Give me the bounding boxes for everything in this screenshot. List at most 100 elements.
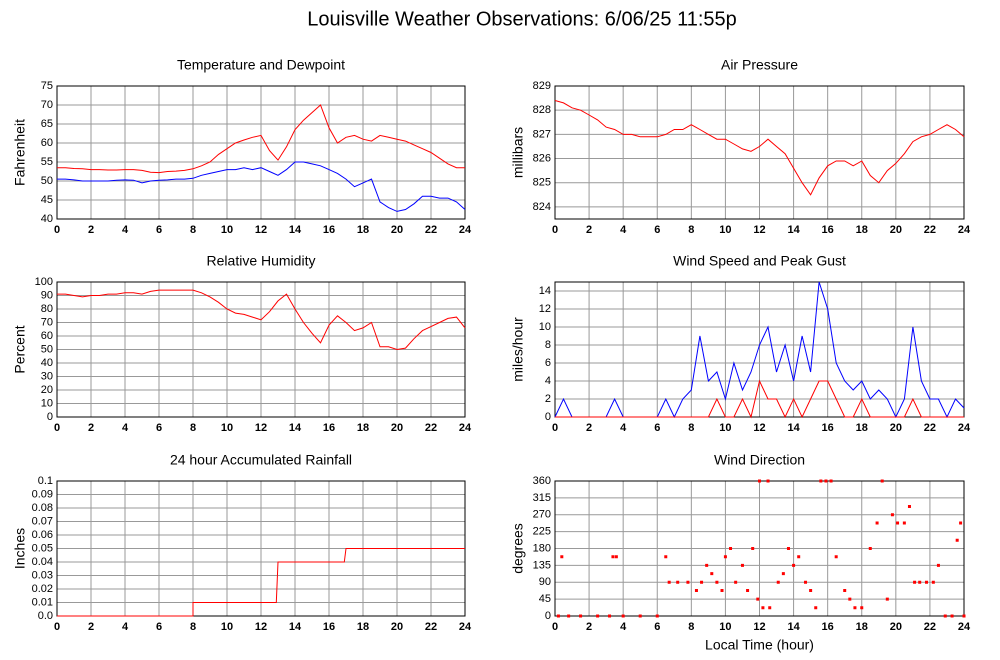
data-point xyxy=(768,606,772,610)
chart-title: Wind Speed and Peak Gust xyxy=(673,253,846,269)
data-point xyxy=(896,521,900,525)
y-tick-label: 0 xyxy=(545,411,551,423)
x-tick-label: 8 xyxy=(190,224,196,236)
data-point xyxy=(819,479,823,483)
x-tick-label: 10 xyxy=(719,224,731,236)
x-tick-label: 24 xyxy=(459,422,472,434)
data-point xyxy=(804,580,808,584)
y-tick-label: 0.03 xyxy=(32,569,53,581)
data-point xyxy=(761,606,765,610)
y-axis-label: millibars xyxy=(510,127,526,178)
data-line xyxy=(57,289,466,351)
data-point xyxy=(962,614,966,618)
y-tick-label: 55 xyxy=(41,156,53,168)
x-tick-label: 18 xyxy=(856,621,868,633)
y-tick-label: 2 xyxy=(545,393,551,405)
y-tick-label: 827 xyxy=(533,128,551,140)
data-point xyxy=(907,505,911,508)
data-point xyxy=(638,614,642,618)
x-tick-label: 10 xyxy=(221,621,233,633)
y-tick-label: 0.04 xyxy=(32,556,53,568)
x-tick-label: 24 xyxy=(958,422,971,434)
x-tick-label: 8 xyxy=(190,621,196,633)
chart-title: 24 hour Accumulated Rainfall xyxy=(170,452,352,468)
x-tick-label: 4 xyxy=(122,224,129,236)
y-axis-label: Inches xyxy=(12,528,28,569)
y-tick-label: 4 xyxy=(545,375,551,387)
y-tick-label: 270 xyxy=(533,509,551,521)
data-point xyxy=(848,597,852,601)
x-tick-label: 16 xyxy=(822,621,834,633)
data-point xyxy=(860,606,864,610)
data-point xyxy=(686,580,690,584)
y-tick-label: 180 xyxy=(533,542,551,554)
x-tick-label: 8 xyxy=(688,224,694,236)
data-point xyxy=(776,580,780,584)
y-tick-label: 0.08 xyxy=(32,502,53,514)
data-point xyxy=(766,479,770,483)
x-tick-label: 14 xyxy=(787,224,800,236)
y-tick-label: 30 xyxy=(41,370,53,382)
x-tick-label: 2 xyxy=(586,224,592,236)
data-point xyxy=(943,614,947,618)
data-point xyxy=(710,572,714,576)
y-tick-label: 0.05 xyxy=(32,542,53,554)
y-axis-label: degrees xyxy=(510,523,526,574)
x-tick-label: 0 xyxy=(552,621,558,633)
data-point xyxy=(786,547,790,550)
y-tick-label: 0.1 xyxy=(38,475,53,487)
y-tick-label: 45 xyxy=(41,194,53,206)
y-tick-label: 80 xyxy=(41,303,53,315)
data-point xyxy=(756,597,760,601)
x-tick-label: 12 xyxy=(255,224,267,236)
data-point xyxy=(611,555,615,559)
data-point xyxy=(694,589,698,592)
data-point xyxy=(797,555,801,559)
x-tick-label: 2 xyxy=(88,621,94,633)
y-tick-label: 0 xyxy=(545,610,551,622)
x-tick-label: 4 xyxy=(620,422,627,434)
y-tick-label: 0.02 xyxy=(32,583,53,595)
data-point xyxy=(676,580,680,584)
data-point xyxy=(902,521,906,525)
x-tick-label: 18 xyxy=(357,621,369,633)
data-point xyxy=(746,589,750,592)
x-tick-label: 16 xyxy=(323,422,335,434)
x-tick-label: 10 xyxy=(221,422,233,434)
y-tick-label: 315 xyxy=(533,492,551,504)
x-tick-label: 10 xyxy=(719,422,731,434)
y-tick-label: 0.07 xyxy=(32,515,53,527)
x-tick-label: 16 xyxy=(822,224,834,236)
x-tick-label: 4 xyxy=(122,621,129,633)
x-tick-label: 14 xyxy=(289,422,302,434)
data-point xyxy=(885,597,889,601)
x-tick-label: 8 xyxy=(190,422,196,434)
data-point xyxy=(734,580,738,584)
x-tick-label: 2 xyxy=(88,224,94,236)
data-point xyxy=(913,580,917,584)
y-tick-label: 10 xyxy=(41,397,53,409)
data-point xyxy=(829,479,833,483)
y-tick-label: 50 xyxy=(41,175,53,187)
chart-title: Temperature and Dewpoint xyxy=(177,57,345,73)
y-tick-label: 824 xyxy=(533,201,551,213)
data-point xyxy=(834,555,838,559)
data-point xyxy=(596,614,600,618)
x-tick-label: 10 xyxy=(221,224,233,236)
x-tick-label: 20 xyxy=(391,422,403,434)
x-tick-label: 20 xyxy=(391,224,403,236)
x-tick-label: 16 xyxy=(822,422,834,434)
y-tick-label: 40 xyxy=(41,213,53,225)
x-tick-label: 24 xyxy=(958,224,971,236)
y-tick-label: 90 xyxy=(41,289,53,301)
plot-frame xyxy=(554,281,965,418)
x-tick-label: 6 xyxy=(654,621,660,633)
data-point xyxy=(792,563,796,567)
data-line xyxy=(554,100,965,196)
x-tick-label: 22 xyxy=(924,621,936,633)
data-point xyxy=(931,580,935,584)
x-tick-label: 16 xyxy=(323,621,335,633)
y-tick-label: 0.09 xyxy=(32,488,53,500)
x-tick-label: 22 xyxy=(924,224,936,236)
